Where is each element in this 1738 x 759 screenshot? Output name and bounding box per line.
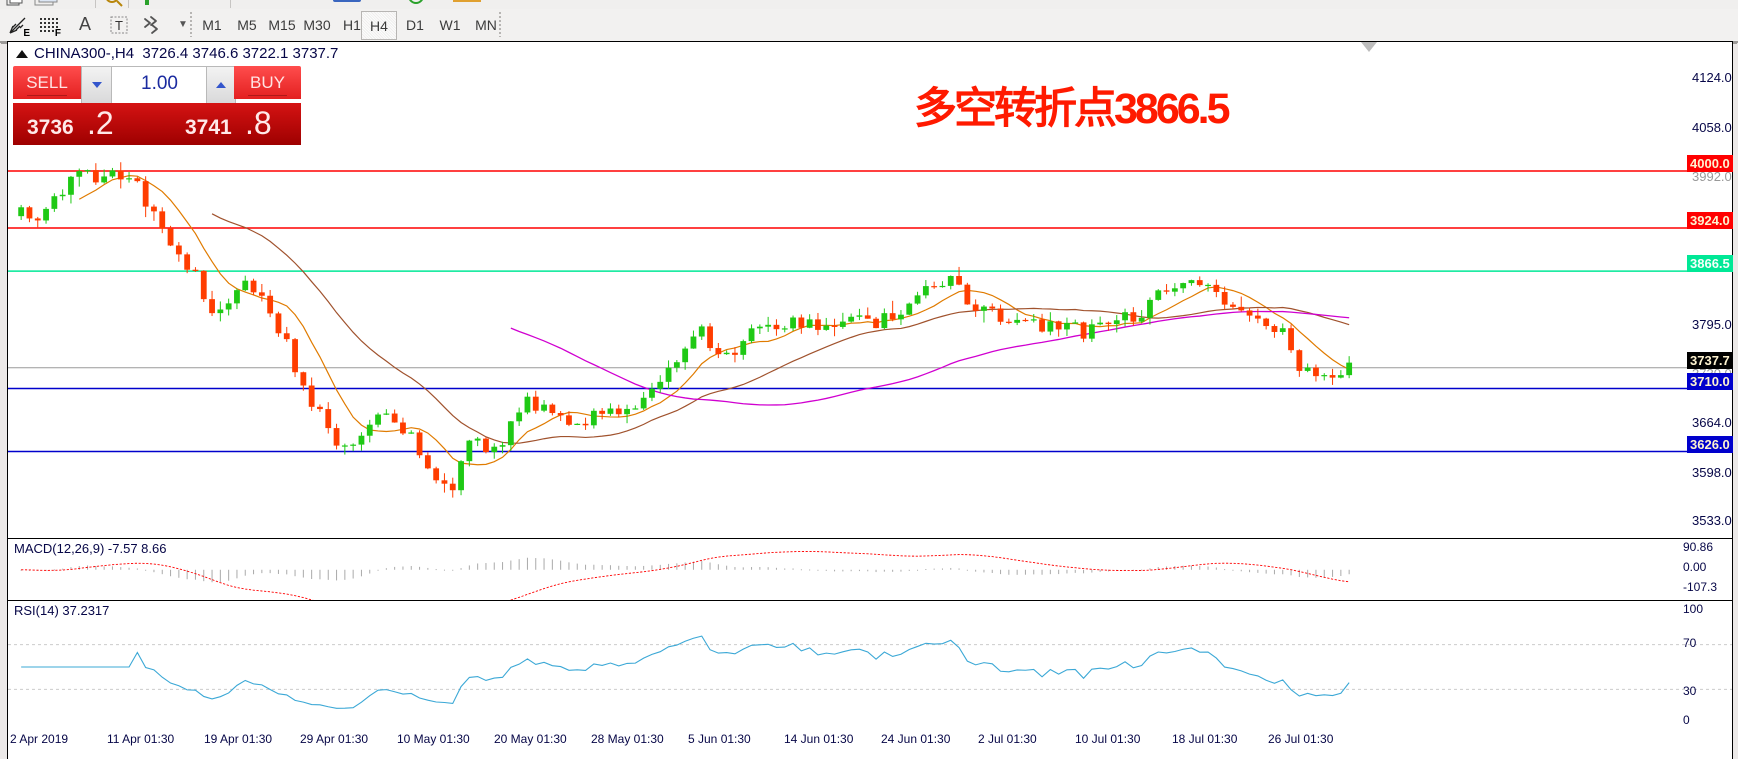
svg-text:T: T — [115, 18, 123, 33]
